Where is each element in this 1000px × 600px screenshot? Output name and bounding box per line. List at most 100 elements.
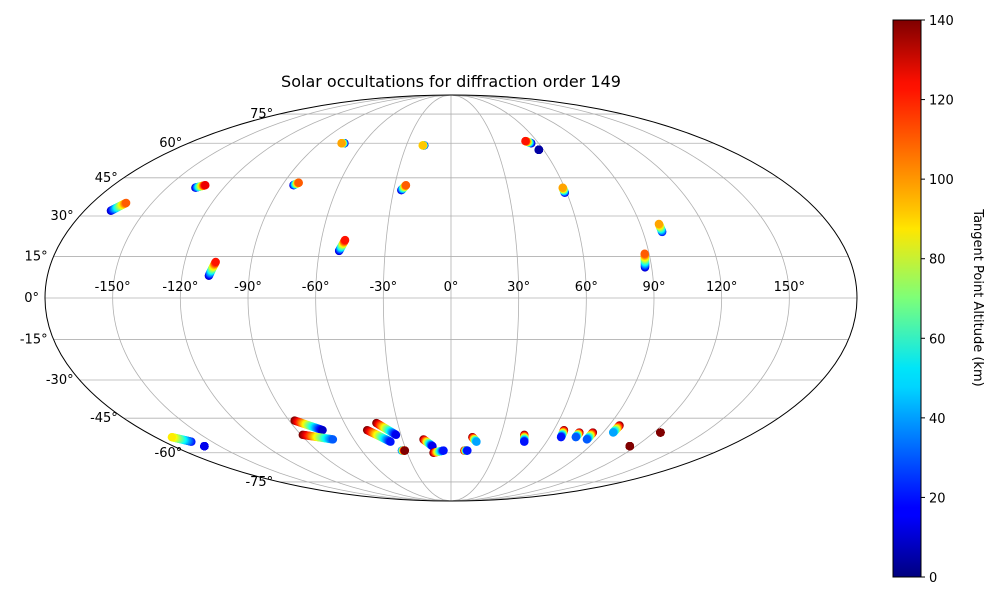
- occultation-track: [656, 428, 665, 437]
- occultation-track: [460, 446, 472, 455]
- occultation-point: [201, 181, 210, 190]
- latitude-tick-label: 15°: [25, 249, 48, 264]
- longitude-tick-label: 60°: [575, 280, 598, 295]
- latitude-tick-label: 30°: [51, 209, 74, 224]
- occultation-point: [121, 198, 131, 208]
- occultation-point: [391, 430, 401, 440]
- occultation-track: [640, 249, 650, 272]
- occultation-track: [298, 430, 338, 444]
- colorbar-tick-label: 140: [929, 14, 954, 29]
- occultation-point: [167, 432, 177, 442]
- occultation-point: [211, 257, 220, 267]
- occultation-point: [571, 432, 580, 442]
- occultation-track: [654, 219, 667, 237]
- meridian-line: [450, 95, 655, 501]
- colorbar-ticks: 0 20 40 60 80 100 120 140: [921, 14, 954, 586]
- latitude-tick-labels: -75° -60° -45° -30° -15° 0° 15° 30° 45° 60° 75°: [20, 107, 273, 490]
- meridian-line: [112, 95, 452, 501]
- graticule: [45, 95, 857, 501]
- map-boundary: [44, 94, 858, 502]
- colorbar-tick-label: 80: [929, 253, 946, 268]
- occultation-track: [362, 425, 395, 446]
- colorbar-tick-label: 100: [929, 173, 954, 188]
- chart-title: Solar occultations for diffraction order…: [281, 72, 621, 91]
- longitude-tick-label: -90°: [234, 280, 262, 295]
- occultation-point: [656, 428, 665, 437]
- occultation-track: [521, 136, 536, 148]
- colorbar-tick-label: 20: [929, 491, 946, 506]
- longitude-tick-label: -30°: [369, 280, 397, 295]
- occultation-track: [429, 446, 448, 457]
- latitude-tick-label: 45°: [95, 171, 118, 186]
- colorbar-tick-label: 40: [929, 412, 946, 427]
- occultation-point: [640, 249, 649, 258]
- occultation-track: [337, 139, 349, 148]
- latitude-tick-label: 0°: [24, 291, 39, 306]
- colorbar-tick-label: 120: [929, 94, 954, 109]
- meridian-line: [450, 95, 723, 501]
- longitude-tick-label: -60°: [302, 280, 330, 295]
- longitude-tick-labels: -150° -120° -90° -60° -30° 0° 30° 60° 90° 120° 150…: [95, 280, 805, 295]
- longitude-tick-label: 0°: [444, 280, 459, 295]
- occultation-track: [418, 141, 429, 150]
- longitude-tick-label: 90°: [642, 280, 665, 295]
- occultation-point: [328, 435, 338, 444]
- occultation-track: [289, 178, 303, 190]
- meridian-line: [450, 95, 520, 501]
- occultation-track: [419, 435, 437, 451]
- latitude-tick-label: 60°: [159, 136, 182, 151]
- occultation-track: [397, 446, 410, 455]
- colorbar-tick-label: 60: [929, 332, 946, 347]
- longitude-tick-label: 30°: [507, 280, 530, 295]
- meridian-line: [450, 95, 790, 501]
- latitude-tick-label: -75°: [245, 475, 273, 490]
- latitude-tick-label: -45°: [90, 411, 118, 426]
- latitude-tick-label: -60°: [155, 446, 183, 461]
- occultation-track: [191, 181, 210, 192]
- occultation-point: [558, 183, 567, 192]
- occultation-track: [290, 416, 327, 435]
- longitude-tick-label: 150°: [774, 280, 805, 295]
- longitude-tick-label: 120°: [706, 280, 737, 295]
- latitude-tick-label: 75°: [250, 107, 273, 122]
- occultation-point: [654, 219, 664, 229]
- occultation-track: [571, 428, 584, 442]
- colorbar-label: Tangent Point Altitude (km): [970, 208, 985, 386]
- occultation-track: [582, 428, 598, 444]
- colorbar-tick-label: 0: [929, 571, 937, 586]
- occultation-track: [534, 145, 544, 154]
- colorbar-gradient: [892, 19, 922, 578]
- colorbar: 0 20 40 60 80 100 120 140 Tangent Point Altitud…: [892, 14, 985, 586]
- occultation-track: [334, 235, 350, 256]
- occultation-track: [520, 430, 529, 446]
- occultation-point: [521, 136, 530, 146]
- occultation-track: [106, 198, 131, 215]
- occultation-point: [439, 446, 448, 455]
- meridian-line: [315, 95, 452, 501]
- occultation-point: [318, 425, 327, 435]
- occultation-track: [625, 442, 634, 451]
- occultation-point: [401, 181, 411, 190]
- occultation-point: [463, 446, 472, 455]
- occultation-point: [520, 437, 529, 446]
- occultation-point: [418, 141, 427, 150]
- occultation-point: [608, 428, 618, 437]
- meridian-line: [247, 95, 452, 501]
- latitude-tick-label: -30°: [46, 373, 74, 388]
- occultation-track: [556, 425, 569, 442]
- occultation-point: [472, 437, 481, 446]
- meridian-line: [179, 95, 452, 501]
- occultation-point: [556, 432, 566, 442]
- occultation-point: [534, 145, 544, 154]
- occultation-point: [582, 435, 592, 444]
- latitude-tick-label: -15°: [20, 333, 48, 348]
- occultation-track: [372, 418, 401, 440]
- occultation-point: [340, 235, 350, 245]
- occultation-track: [204, 257, 220, 280]
- occultation-track: [167, 432, 196, 446]
- longitude-tick-label: -120°: [162, 280, 198, 295]
- occultation-point: [400, 446, 410, 455]
- occultation-track: [608, 421, 624, 437]
- occultation-point: [294, 178, 303, 187]
